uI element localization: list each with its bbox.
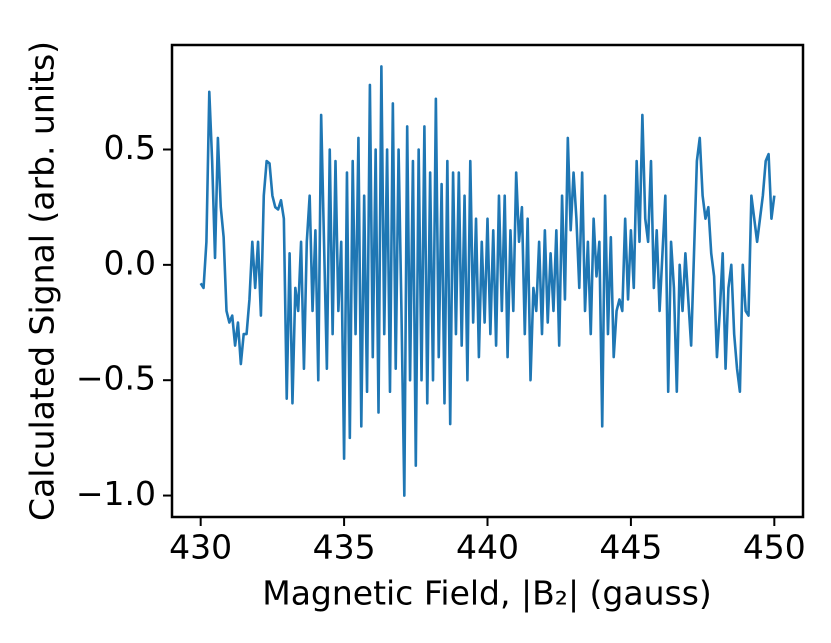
x-tick-label: 450 — [743, 528, 806, 567]
x-tick-label: 445 — [599, 528, 662, 567]
y-axis-label: Calculated Signal (arb. units) — [23, 41, 62, 521]
x-tick-label: 430 — [169, 528, 232, 567]
y-tick-label: −0.5 — [76, 359, 156, 398]
x-tick-label: 440 — [456, 528, 519, 567]
y-tick-label: 0.5 — [104, 128, 156, 167]
y-tick-label: −1.0 — [76, 474, 156, 513]
plot-frame — [170, 43, 805, 519]
x-axis-label: Magnetic Field, |B₂| (gauss) — [262, 574, 712, 613]
x-tick-label: 435 — [313, 528, 376, 567]
y-tick-label: 0.0 — [104, 243, 156, 282]
data-line — [199, 65, 776, 497]
